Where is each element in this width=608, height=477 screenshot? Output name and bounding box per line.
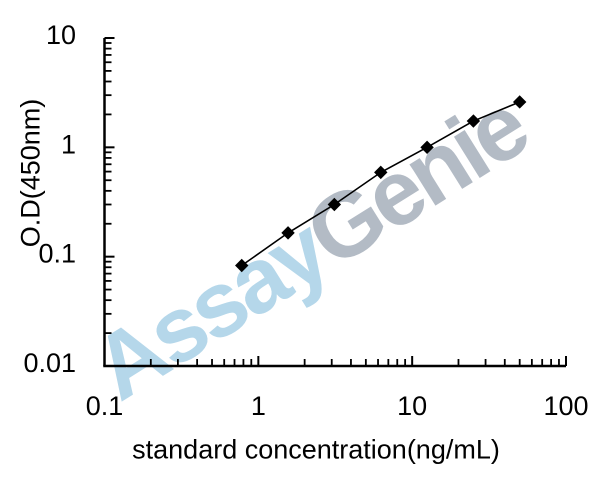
y-tick-label: 1 (61, 129, 76, 159)
data-point (327, 197, 342, 212)
data-point (420, 140, 434, 155)
x-tick-label: 100 (543, 391, 588, 421)
y-tick-label: 0.1 (38, 239, 76, 269)
x-axis-title: standard concentration(ng/mL) (132, 434, 500, 465)
data-point (512, 95, 527, 109)
x-tick-label: 10 (397, 391, 427, 421)
data-point (281, 226, 295, 240)
y-tick-label: 0.01 (23, 348, 76, 378)
x-tick-label: 0.1 (86, 391, 124, 421)
standard-curve-line (241, 101, 520, 267)
y-axis-title: O.D(450nm) (15, 98, 46, 248)
data-point (235, 258, 249, 273)
data-point (374, 165, 388, 180)
y-tick-label: 10 (46, 20, 76, 50)
x-tick-label: 1 (251, 391, 266, 421)
data-point (466, 114, 481, 128)
